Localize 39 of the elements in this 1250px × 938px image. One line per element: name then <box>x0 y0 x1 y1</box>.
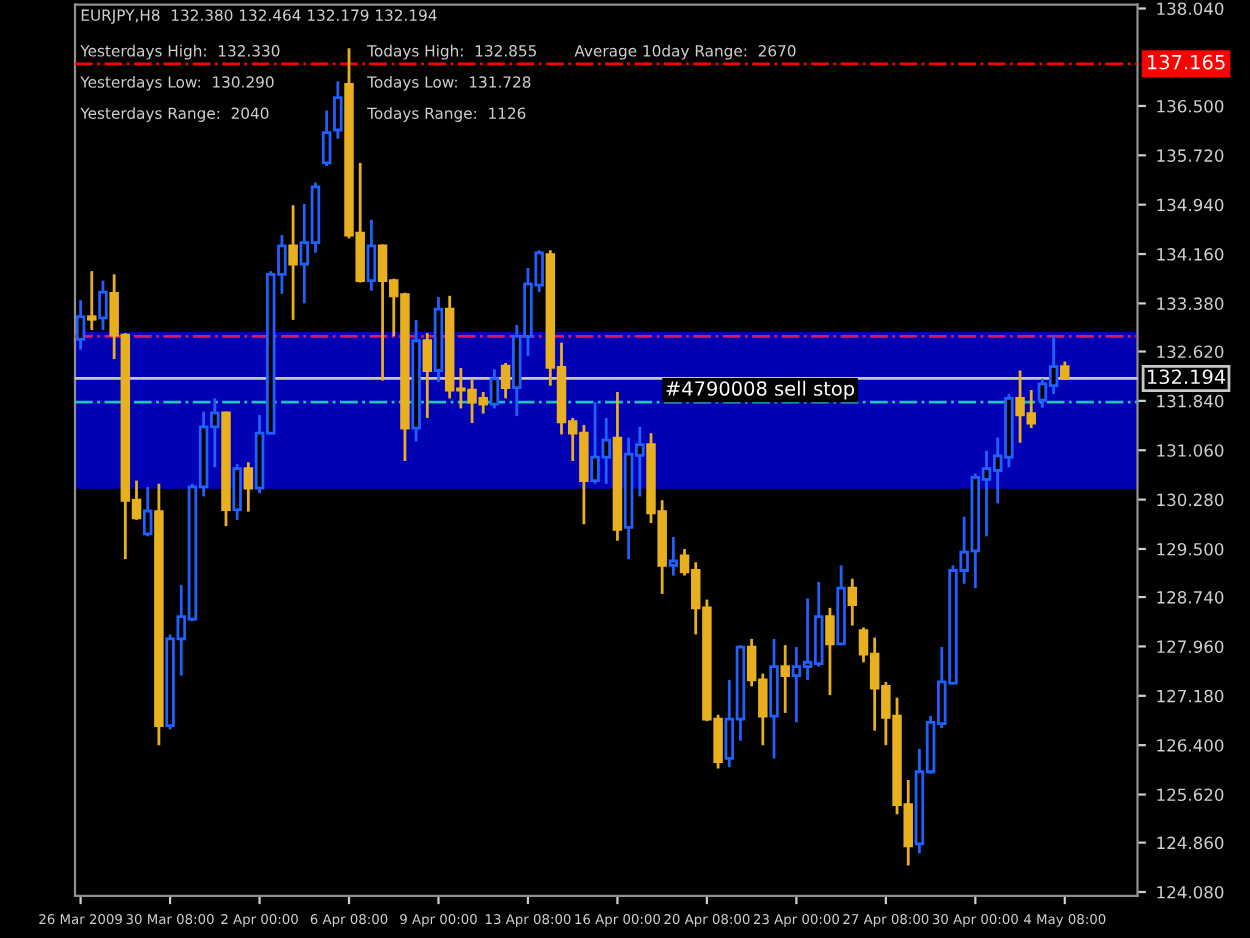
ref-line-label: 137.165 <box>1147 54 1225 70</box>
candlestick <box>321 108 332 168</box>
y-tick-label: 130.280 <box>1157 493 1224 507</box>
y-tick-label: 129.500 <box>1157 542 1224 556</box>
candlestick <box>825 606 835 697</box>
candlestick <box>500 361 511 400</box>
candlestick <box>422 331 433 420</box>
y-tick-label: 131.060 <box>1157 444 1224 457</box>
y-tick-label: 133.380 <box>1157 297 1224 310</box>
candlestick <box>847 577 858 627</box>
y-tick-label: 134.940 <box>1157 198 1224 212</box>
y-tick-label: 135.720 <box>1157 149 1224 162</box>
y-tick-label: 128.740 <box>1157 591 1224 604</box>
candlestick <box>489 367 500 410</box>
candlestick <box>288 203 298 322</box>
y-tick-label: 131.840 <box>1157 394 1224 408</box>
ref-line-label: #4790008 sell stop <box>666 380 855 400</box>
y-tick-label: 124.080 <box>1157 885 1224 899</box>
candlestick <box>668 535 679 577</box>
y-tick-label: 136.500 <box>1157 99 1224 113</box>
candlestick <box>366 218 377 293</box>
ref-line-label: 132.194 <box>1147 369 1226 385</box>
y-tick-label: 138.040 <box>1157 2 1224 16</box>
candlestick <box>98 279 108 332</box>
candlestick <box>142 485 153 538</box>
candlestick <box>232 462 242 522</box>
y-tick-label: 125.620 <box>1157 788 1224 802</box>
candlestick <box>780 643 790 715</box>
y-tick-label: 127.960 <box>1157 640 1224 653</box>
candlestick <box>1060 359 1070 381</box>
candlestick <box>75 298 86 351</box>
candlestick <box>87 269 97 332</box>
y-tick-label: 127.180 <box>1157 689 1224 703</box>
y-tick-label: 134.160 <box>1157 248 1224 261</box>
y-tick-label: 132.620 <box>1157 345 1224 359</box>
candlestick <box>243 460 254 514</box>
candlestick <box>333 79 343 141</box>
y-tick-label: 124.860 <box>1157 836 1224 850</box>
y-tick-label: 126.400 <box>1157 739 1224 752</box>
